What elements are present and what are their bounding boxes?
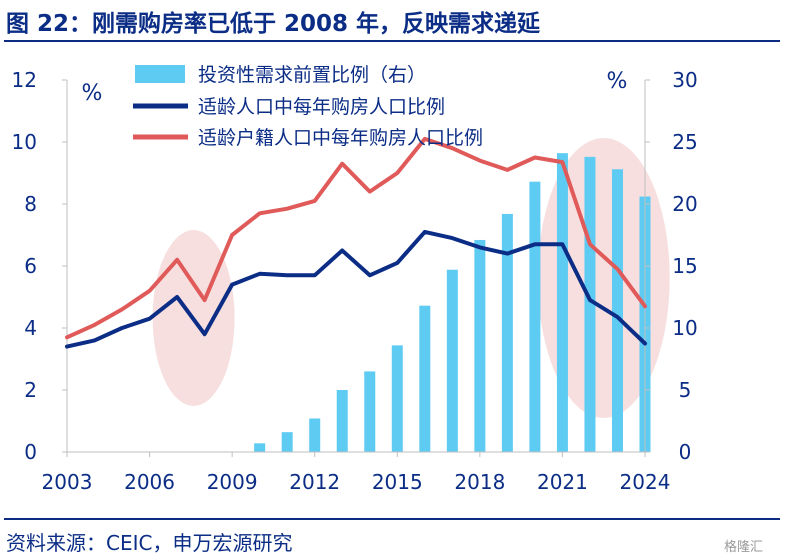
- right-tick-label: 0: [679, 440, 692, 464]
- series-line-hukou: [65, 136, 647, 340]
- x-tick-label: 2009: [207, 470, 258, 494]
- right-unit-label: %: [607, 69, 628, 94]
- left-tick-label: 0: [24, 440, 37, 464]
- bar-2021: [556, 153, 568, 452]
- bar-2016: [419, 305, 431, 452]
- bar-2018: [474, 239, 486, 452]
- right-tick-label: 5: [679, 378, 692, 402]
- left-tick-label: 12: [12, 68, 37, 92]
- right-tick-label: 25: [672, 130, 697, 154]
- bar-2015: [391, 345, 403, 452]
- legend-label: 适龄户籍人口中每年购房人口比例: [198, 127, 483, 149]
- legend-swatch-bar: [135, 65, 185, 83]
- left-tick-label: 2: [24, 378, 37, 402]
- x-tick-label: 2006: [124, 470, 175, 494]
- bar-2022: [584, 156, 596, 452]
- bar-2020: [529, 181, 541, 452]
- x-tick-label: 2024: [620, 470, 671, 494]
- right-tick-label: 20: [672, 192, 697, 216]
- title-divider: [4, 40, 780, 42]
- bar-2012: [309, 418, 321, 452]
- chart-svg: 0 2 4 6 8 10 12 0 5 10 15 20 25 30 2003 2006 2009 2012 201…: [12, 64, 698, 494]
- left-tick-label: 4: [24, 316, 37, 340]
- chart-title: 图 22：刚需购房率已低于 2008 年，反映需求递延: [6, 11, 541, 37]
- bar-2017: [446, 269, 458, 452]
- bar-2011: [281, 432, 293, 452]
- footer-divider: [4, 518, 780, 520]
- left-tick-label: 8: [24, 192, 37, 216]
- highlight-ellipse-recent: [537, 138, 670, 418]
- source-note: 资料来源：CEIC，申万宏源研究: [6, 531, 293, 555]
- right-tick-label: 15: [672, 254, 697, 278]
- x-tick-label: 2018: [454, 470, 505, 494]
- watermark-text: 格隆汇: [724, 540, 764, 555]
- left-unit-label: %: [82, 81, 103, 106]
- right-tick-label: 10: [672, 316, 697, 340]
- left-tick-label: 6: [24, 254, 37, 278]
- x-tick-label: 2012: [289, 470, 340, 494]
- legend-label: 适龄人口中每年购房人口比例: [198, 96, 445, 118]
- legend-label: 投资性需求前置比例（右）: [198, 64, 426, 86]
- series-line-total: [65, 229, 647, 349]
- x-tick-label: 2015: [372, 470, 423, 494]
- bar-2013: [336, 390, 348, 452]
- bar-2010: [254, 443, 266, 452]
- bar-2023: [611, 169, 623, 452]
- bar-2019: [501, 213, 513, 452]
- x-tick-label: 2021: [537, 470, 588, 494]
- left-tick-label: 10: [12, 130, 37, 154]
- bar-2014: [364, 371, 376, 452]
- x-tick-label: 2003: [42, 470, 93, 494]
- right-tick-label: 30: [672, 68, 697, 92]
